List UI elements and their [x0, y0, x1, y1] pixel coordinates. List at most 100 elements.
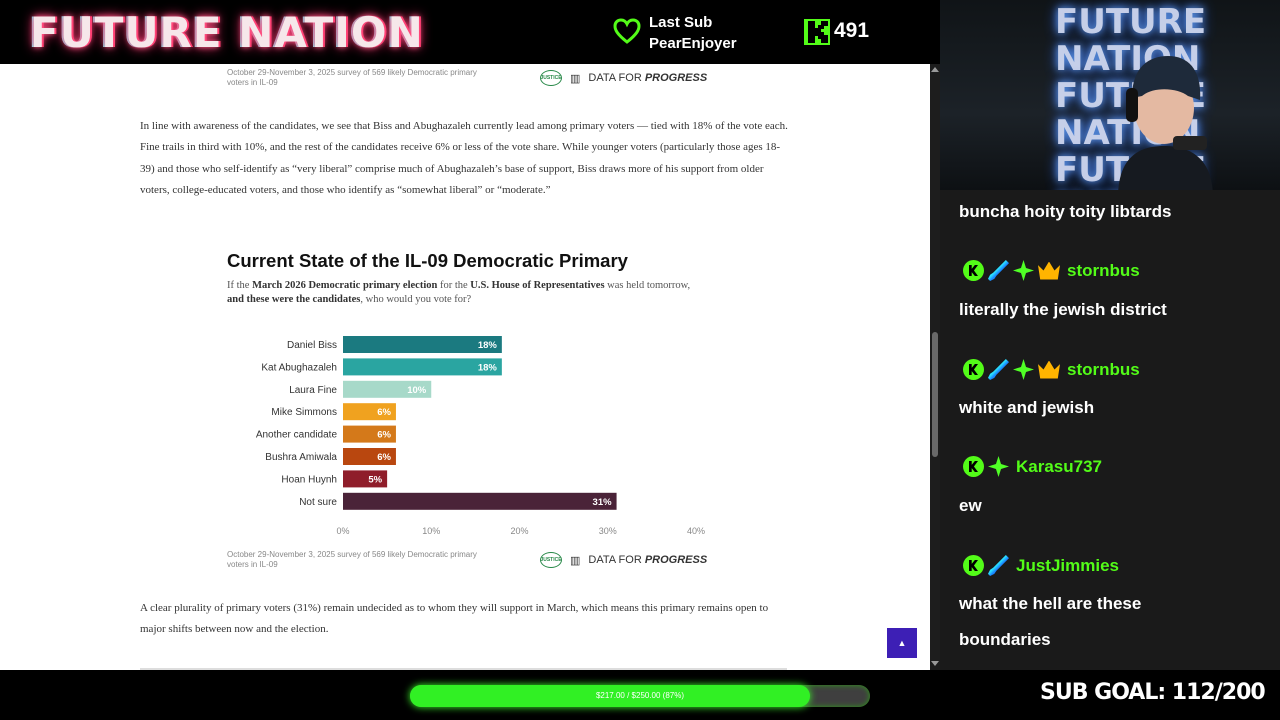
q-part: was held tomorrow, — [604, 280, 691, 291]
bar-value-label: 6% — [377, 407, 391, 418]
chat-username[interactable]: Karasu737 — [1016, 456, 1103, 476]
bar-value-label: 31% — [593, 497, 613, 508]
crown-badge-icon — [1038, 360, 1060, 379]
chat-username[interactable]: stornbus — [1067, 359, 1140, 379]
bar — [343, 403, 396, 421]
chat-username[interactable]: stornbus — [1067, 260, 1140, 280]
bar — [343, 336, 502, 353]
chat-message-text: literally the jewish district — [959, 300, 1167, 319]
page-scrollbar[interactable] — [930, 64, 940, 670]
survey-source-note: October 29-November 3, 2025 survey of 56… — [227, 68, 477, 87]
stream-bottom-bar: $217.00 / $250.00 (87%) SUB GOAL: 112/20… — [0, 670, 1280, 720]
bar-category-label: Hoan Huynh — [281, 474, 337, 485]
chart-title: Current State of the IL-09 Democratic Pr… — [227, 250, 628, 271]
q-part: and these were the candidates — [227, 294, 361, 305]
kick-badge-icon — [963, 555, 984, 576]
gem-badge-icon — [1013, 260, 1034, 281]
chat-user-line: stornbus — [963, 359, 1140, 380]
kick-badge-icon — [963, 456, 984, 477]
kick-logo-icon — [804, 19, 830, 45]
q-part: If the — [227, 280, 253, 291]
donation-progress-text: $217.00 / $250.00 (87%) — [595, 691, 685, 700]
heart-icon — [613, 18, 641, 44]
scroll-down-arrow-icon[interactable] — [931, 661, 939, 666]
donation-progress-bar: $217.00 / $250.00 (87%) — [410, 685, 870, 707]
dfp-logo-text: DATA FOR — [588, 554, 645, 566]
scrollbar-thumb[interactable] — [932, 332, 938, 457]
kick-badge-icon — [963, 260, 984, 281]
article-paragraph-1: In line with awareness of the candidates… — [140, 120, 788, 196]
x-tick-label: 40% — [687, 526, 705, 536]
dfp-logo-text: DATA FOR — [588, 72, 645, 84]
bar-category-label: Daniel Biss — [287, 340, 337, 351]
bar-category-label: Kat Abughazaleh — [261, 362, 337, 373]
scroll-to-top-button[interactable]: ▲ — [887, 628, 917, 658]
last-sub-widget: Last Sub PearEnjoyer — [649, 12, 737, 54]
viewer-count: 491 — [834, 19, 870, 42]
bar-category-label: Another candidate — [256, 430, 338, 441]
x-tick-label: 30% — [599, 526, 617, 536]
q-part: U.S. House of Representatives — [470, 280, 605, 291]
chat-message-text: white and jewish — [959, 398, 1095, 417]
divider — [140, 668, 787, 670]
bars-icon: ▥ — [570, 72, 581, 85]
dfp-logo-bold: PROGRESS — [644, 72, 708, 84]
bar-category-label: Laura Fine — [289, 385, 337, 396]
chat-panel: buncha hoity toity libtards stornbus liter… — [940, 190, 1280, 670]
streamer-silhouette — [1118, 56, 1213, 190]
bar-value-label: 6% — [377, 452, 391, 463]
chat-user-line: Karasu737 — [963, 456, 1102, 477]
bar-value-label: 10% — [407, 385, 427, 396]
chat-message-text: buncha hoity toity libtards — [959, 202, 1172, 221]
chat-message-text: ew — [959, 496, 982, 515]
gem-badge-icon — [1013, 359, 1034, 380]
sub-goal-text: SUB GOAL: 112/200 — [1040, 680, 1266, 705]
bar — [343, 492, 617, 510]
survey-source-note-bottom: October 29-November 3, 2025 survey of 56… — [227, 550, 477, 569]
bar — [343, 425, 396, 443]
bar-value-label: 6% — [377, 430, 391, 441]
chart-question: If the March 2026 Democratic primary ele… — [227, 279, 697, 307]
bar — [343, 470, 388, 488]
justice-badge-icon: JUSTICE — [540, 552, 562, 568]
scroll-up-arrow-icon[interactable] — [931, 67, 939, 72]
last-sub-label: Last Sub — [649, 14, 713, 31]
q-part: for the — [437, 280, 471, 291]
chat-message-text: boundaries — [959, 630, 1051, 649]
article-page: October 29-November 3, 2025 survey of 56… — [0, 64, 930, 670]
bar-value-label: 18% — [478, 362, 498, 373]
crown-badge-icon — [1038, 261, 1060, 280]
chat-user-line: JustJimmies — [963, 555, 1119, 576]
chat-user-line: stornbus — [963, 260, 1140, 281]
x-tick-label: 10% — [422, 526, 440, 536]
q-part: March 2026 Democratic primary election — [252, 280, 438, 291]
webcam-feed: FUTURE NATION FUTURE NATION FUTURE NATIO… — [940, 0, 1280, 190]
kick-badge-icon — [963, 359, 984, 380]
bar — [343, 380, 432, 398]
channel-logo: FUTURE NATION — [30, 8, 424, 57]
article-paragraph-2: A clear plurality of primary voters (31%… — [140, 602, 769, 636]
bar-category-label: Bushra Amiwala — [265, 452, 337, 463]
sword-badge-icon — [988, 555, 1009, 576]
stream-top-bar: FUTURE NATION Last Sub PearEnjoyer 491 — [0, 0, 940, 64]
last-sub-name: PearEnjoyer — [649, 35, 737, 52]
donation-progress-fill — [410, 685, 811, 707]
bar-category-label: Mike Simmons — [271, 407, 337, 418]
dfp-logo-bold: PROGRESS — [644, 554, 708, 566]
chat-username[interactable]: JustJimmies — [1016, 555, 1119, 575]
bar-value-label: 18% — [478, 340, 498, 351]
bar — [343, 358, 502, 376]
x-tick-label: 0% — [336, 526, 349, 536]
sword-badge-icon — [988, 260, 1009, 281]
bar-category-label: Not sure — [299, 497, 337, 508]
chat-message-text: what the hell are these — [959, 594, 1142, 613]
x-tick-label: 20% — [510, 526, 528, 536]
bar — [343, 448, 396, 465]
justice-badge-icon: JUSTICE — [540, 70, 562, 86]
q-part: , who would you vote for? — [360, 294, 472, 305]
bar-value-label: 5% — [368, 474, 382, 485]
gem-badge-icon — [988, 456, 1009, 477]
poll-bar-chart: Daniel Biss 18% Kat Abughazaleh 18% Laura Fi… — [256, 336, 705, 536]
data-for-progress-logo-bottom: JUSTICE ▥ DATA FOR PROGRESS — [540, 552, 707, 568]
sword-badge-icon — [988, 359, 1009, 380]
